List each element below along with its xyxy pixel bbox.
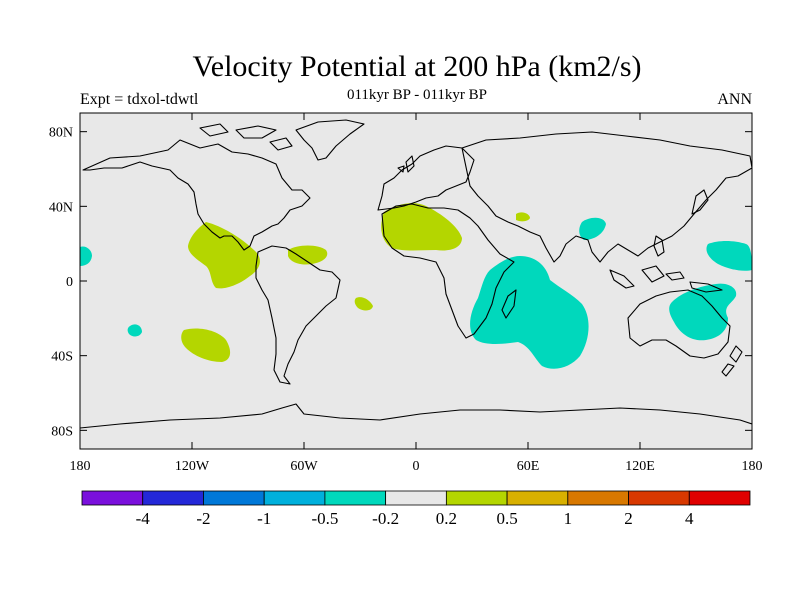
southern-africa-indian-ocean-negative [470, 256, 589, 369]
map-background [80, 113, 752, 449]
coastlines [80, 119, 752, 429]
australia-coastline [627, 289, 731, 359]
south-atlantic-small-positive [354, 297, 373, 311]
colorbar-label: 1 [564, 509, 573, 528]
colorbar-box [445, 490, 508, 506]
philippines-coastline [653, 235, 665, 257]
europe-coastline [377, 145, 475, 211]
north-america-coastline [82, 139, 311, 251]
colorbar-label: 4 [685, 509, 694, 528]
season-label: ANN [717, 91, 752, 108]
colorbar-label: 0.2 [436, 509, 457, 528]
colorbar-label: -4 [136, 509, 151, 528]
colorbar-box [385, 490, 447, 506]
bay-of-bengal-negative [579, 217, 606, 240]
colorbar-box [81, 490, 144, 506]
longitude-ticks: 180 120W 60W 0 60E 120E 180 [70, 113, 763, 474]
australia-negative [669, 283, 737, 341]
colorbar-box [263, 490, 326, 506]
y-tick-label: 80N [49, 126, 73, 141]
experiment-label: Expt = tdxol-tdwtl [80, 91, 199, 108]
antarctica-coastline [80, 403, 752, 429]
y-tick-label: 40N [49, 200, 73, 215]
colorbar-label: -1 [257, 509, 271, 528]
colorbar: -4 -2 -1 -0.5 -0.2 0.2 0.5 1 2 4 [81, 490, 751, 528]
colorbar-box [567, 490, 629, 506]
arabia-small-positive [516, 212, 530, 222]
japan-coastline [691, 189, 709, 215]
colorbar-label: -0.2 [372, 509, 399, 528]
colorbar-label: -0.5 [311, 509, 338, 528]
british-isles-coastline [397, 155, 415, 173]
period-label: 011kyr BP - 011kyr BP [346, 87, 487, 103]
y-tick-label: 0 [66, 275, 73, 290]
latitude-ticks: 80N 40N 0 40S 80S [49, 126, 752, 439]
greenland-coastline [295, 119, 365, 161]
colorbar-box [628, 490, 690, 506]
contour-regions [80, 203, 752, 369]
colorbar-label: 0.5 [496, 509, 517, 528]
colorbar-box [688, 490, 751, 506]
plot-title: Velocity Potential at 200 hPa (km2/s) [192, 50, 642, 83]
x-tick-label: 180 [742, 459, 763, 474]
x-tick-label: 120W [175, 459, 210, 474]
colorbar-box [142, 490, 204, 506]
south-pacific-small-negative [127, 324, 142, 337]
colorbar-box [506, 490, 569, 506]
colorbar-box [203, 490, 265, 506]
new-zealand-coastline [721, 345, 743, 377]
x-tick-label: 180 [70, 459, 91, 474]
x-tick-label: 60E [517, 459, 540, 474]
asia-coastline [461, 131, 752, 263]
colorbar-box [324, 490, 387, 506]
western-pacific-negative [706, 241, 752, 271]
madagascar-coastline [501, 289, 517, 319]
y-tick-label: 80S [51, 424, 73, 439]
colorbar-label: -2 [196, 509, 210, 528]
y-tick-label: 40S [51, 350, 73, 365]
south-pacific-positive [181, 328, 231, 362]
north-africa-positive [381, 203, 462, 251]
x-tick-label: 120E [625, 459, 655, 474]
eastern-pacific-central-america-positive [188, 222, 260, 289]
x-tick-label: 0 [413, 459, 420, 474]
colorbar-label: 2 [624, 509, 633, 528]
caribbean-positive [288, 245, 328, 265]
central-pacific-negative [80, 246, 92, 266]
arctic-islands-coastline [199, 123, 293, 151]
x-tick-label: 60W [290, 459, 318, 474]
africa-coastline [381, 203, 515, 339]
indonesia-coastline [609, 265, 723, 293]
south-america-coastline [255, 245, 341, 385]
